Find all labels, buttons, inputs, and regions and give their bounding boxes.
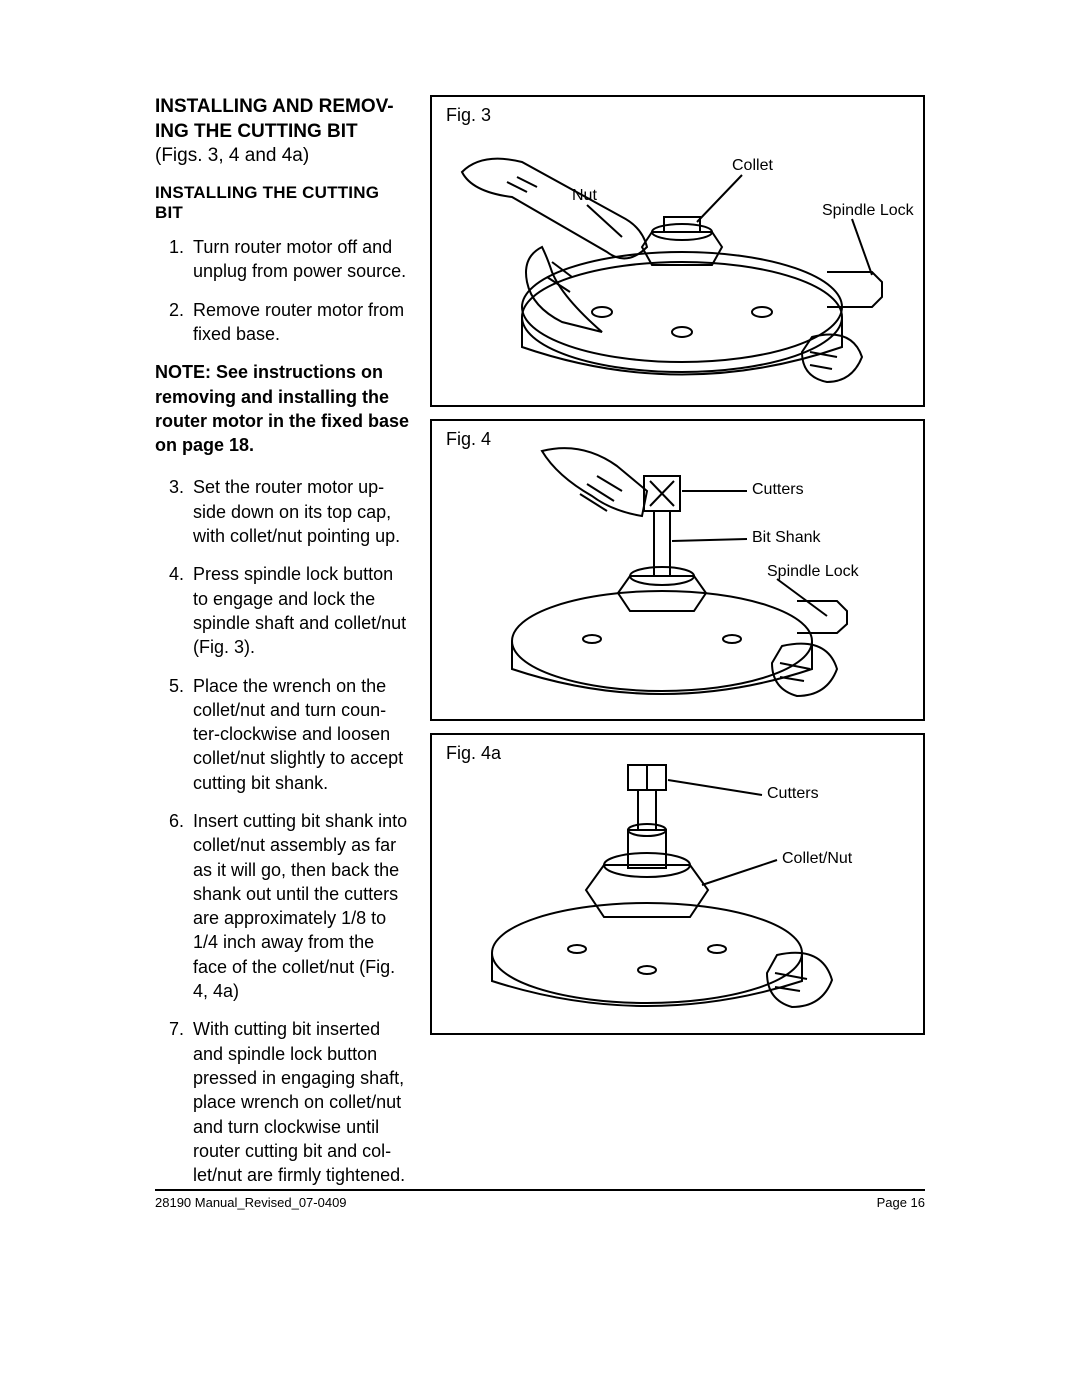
step-3: Set the router motor up-side down on its…	[189, 475, 410, 548]
step-1: Turn router motor off and unplug from po…	[189, 235, 410, 284]
instruction-list-2: Set the router motor up-side down on its…	[167, 475, 410, 1187]
step-2: Remove router motor from fixed base.	[189, 298, 410, 347]
figure-4-label: Fig. 4	[442, 427, 495, 452]
page-footer: 28190 Manual_Revised_07-0409 Page 16	[155, 1189, 925, 1210]
figure-4: Fig. 4 Cutters Bit Shank Spindle Lock	[430, 419, 925, 721]
figure-4a-label: Fig. 4a	[442, 741, 505, 766]
callout-collet-nut: Collet/Nut	[782, 850, 852, 868]
footer-left: 28190 Manual_Revised_07-0409	[155, 1195, 347, 1210]
callout-cutters: Cutters	[752, 481, 804, 499]
figure-3: Fig. 3 Nut Collet Spindle Lock	[430, 95, 925, 407]
figure-3-diagram	[432, 97, 923, 405]
callout-cutters-2: Cutters	[767, 785, 819, 803]
instruction-list-1: Turn router motor off and unplug from po…	[167, 235, 410, 346]
figure-4a: Fig. 4a Cutters Collet/Nut	[430, 733, 925, 1035]
step-5: Place the wrench on the collet/nut and t…	[189, 674, 410, 795]
step-7: With cutting bit inserted and spindle lo…	[189, 1017, 410, 1187]
note-text: NOTE: See instructions on removing and i…	[155, 360, 410, 457]
subheading: INSTALLING THE CUTTING BIT	[155, 183, 410, 223]
section-heading: INSTALLING AND REMOV-ING THE CUTTING BIT…	[155, 95, 410, 169]
heading-bold: INSTALLING AND REMOV-ING THE CUTTING BIT	[155, 96, 394, 142]
step-4: Press spindle lock button to engage and …	[189, 562, 410, 659]
right-column: Fig. 3 Nut Collet Spindle Lock	[430, 95, 925, 1201]
callout-nut: Nut	[572, 187, 597, 205]
callout-bit-shank: Bit Shank	[752, 529, 820, 547]
left-column: INSTALLING AND REMOV-ING THE CUTTING BIT…	[155, 95, 410, 1201]
heading-rest: (Figs. 3, 4 and 4a)	[155, 145, 309, 166]
step-6: Insert cutting bit shank into collet/nut…	[189, 809, 410, 1003]
figure-3-label: Fig. 3	[442, 103, 495, 128]
callout-spindle-lock: Spindle Lock	[822, 202, 914, 220]
figure-4a-diagram	[432, 735, 923, 1033]
callout-collet: Collet	[732, 157, 773, 175]
footer-right: Page 16	[877, 1195, 925, 1210]
two-column-layout: INSTALLING AND REMOV-ING THE CUTTING BIT…	[155, 95, 925, 1201]
callout-spindle-lock-2: Spindle Lock	[767, 563, 859, 581]
page-content: INSTALLING AND REMOV-ING THE CUTTING BIT…	[155, 95, 925, 1201]
